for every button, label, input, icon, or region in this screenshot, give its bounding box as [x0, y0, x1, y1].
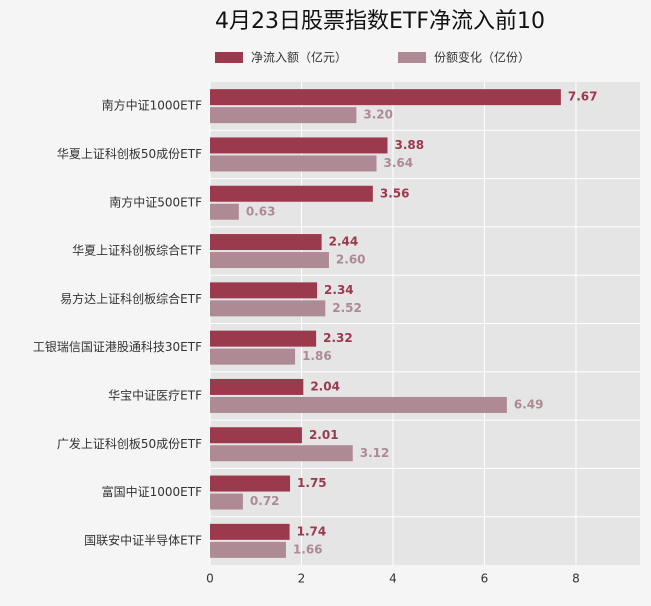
bar	[210, 185, 373, 202]
value-label: 3.64	[384, 156, 414, 170]
value-label: 3.12	[360, 446, 390, 460]
legend-swatch	[215, 52, 243, 63]
chart-title: 4月23日股票指数ETF净流入前10	[215, 9, 545, 34]
value-label: 3.56	[380, 186, 410, 200]
bar	[210, 89, 561, 106]
x-tick-label: 4	[389, 572, 397, 586]
value-label: 6.49	[514, 397, 544, 411]
legend-label: 净流入额（亿元）	[251, 50, 347, 65]
value-label: 2.01	[309, 428, 339, 442]
bar	[210, 137, 388, 154]
value-label: 2.44	[329, 235, 359, 249]
x-tick-label: 6	[481, 572, 489, 586]
bar	[210, 348, 296, 365]
bar	[210, 445, 353, 462]
x-tick-label: 8	[572, 572, 580, 586]
value-label: 0.63	[246, 204, 276, 218]
value-label: 2.32	[323, 331, 353, 345]
legend-label: 份额变化（亿份）	[434, 50, 530, 65]
bar	[210, 282, 318, 299]
value-label: 2.52	[332, 301, 362, 315]
bar	[210, 234, 322, 251]
value-label: 0.72	[250, 494, 280, 508]
value-label: 2.04	[310, 379, 340, 393]
y-tick-label: 国联安中证半导体ETF	[84, 532, 202, 547]
y-tick-label: 南方中证1000ETF	[102, 98, 202, 113]
value-label: 3.20	[363, 108, 393, 122]
bar	[210, 252, 329, 269]
y-tick-label: 华夏上证科创板综合ETF	[72, 243, 202, 258]
bar	[210, 427, 302, 444]
value-label: 2.60	[336, 253, 366, 267]
bar	[210, 541, 286, 558]
bar	[210, 203, 239, 220]
bar	[210, 330, 317, 347]
bar	[210, 155, 377, 172]
x-tick-label: 2	[298, 572, 306, 586]
y-tick-label: 华宝中证医疗ETF	[108, 387, 202, 402]
value-label: 1.74	[297, 524, 327, 538]
value-label: 7.67	[568, 90, 598, 104]
x-tick-label: 0	[206, 572, 214, 586]
legend-swatch	[398, 52, 426, 63]
value-label: 3.88	[394, 138, 424, 152]
y-tick-label: 工银瑞信国证港股通科技30ETF	[33, 340, 202, 354]
y-tick-label: 华夏上证科创板50成份ETF	[57, 147, 202, 161]
bar	[210, 396, 507, 413]
y-tick-label: 广发上证科创板50成份ETF	[57, 436, 202, 451]
y-tick-label: 易方达上证科创板综合ETF	[60, 291, 202, 306]
value-label: 1.66	[293, 542, 323, 556]
bar	[210, 493, 243, 510]
value-label: 2.34	[324, 283, 354, 297]
y-tick-label: 富国中证1000ETF	[102, 484, 202, 499]
bar	[210, 300, 326, 317]
bar	[210, 107, 357, 124]
value-label: 1.86	[302, 349, 332, 363]
y-tick-label: 南方中证500ETF	[109, 194, 202, 209]
bar	[210, 378, 304, 395]
value-label: 1.75	[297, 476, 327, 490]
bar	[210, 475, 291, 492]
bar	[210, 523, 290, 540]
